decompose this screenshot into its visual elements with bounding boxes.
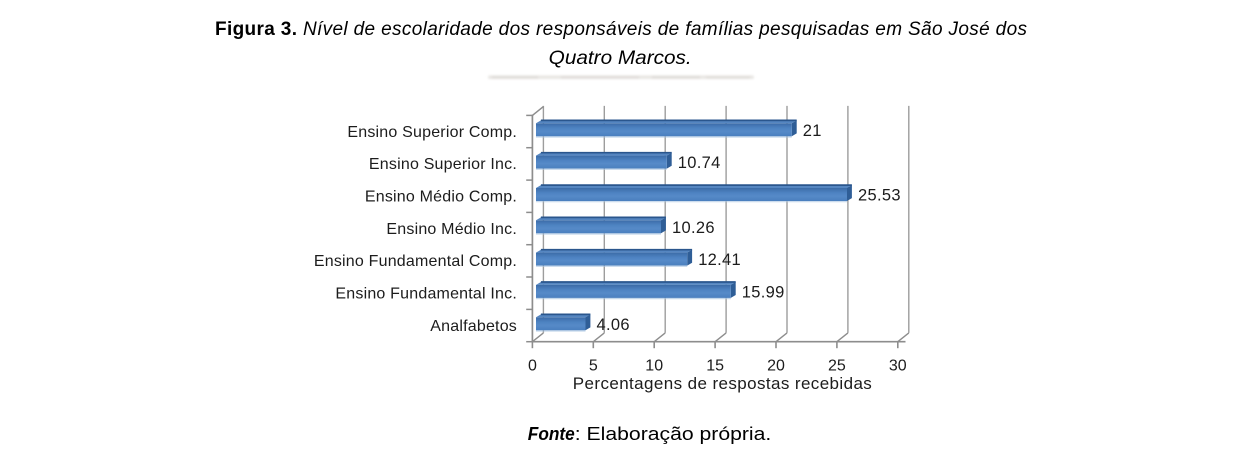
svg-text:10: 10 [645,357,663,374]
svg-text:15: 15 [706,357,724,374]
svg-text:Fonte: Elaboração própria.: Fonte: Elaboração própria. [528,424,772,444]
svg-text:Percentagens de respostas rece: Percentagens de respostas recebidas [573,374,872,393]
svg-text:15.99: 15.99 [742,284,785,302]
svg-text:25.53: 25.53 [858,187,901,205]
svg-text:0: 0 [528,357,537,374]
svg-text:5: 5 [589,357,598,374]
svg-text:20: 20 [767,357,785,374]
svg-text:12.41: 12.41 [698,251,741,269]
svg-text:Ensino Superior Inc.: Ensino Superior Inc. [369,156,517,173]
svg-text:4.06: 4.06 [597,316,630,334]
svg-text:Quatro Marcos.: Quatro Marcos. [549,48,692,69]
svg-text:Figura 3. Nível de escolaridad: Figura 3. Nível de escolaridade dos resp… [215,19,1027,40]
svg-text:Ensino Fundamental Inc.: Ensino Fundamental Inc. [335,285,517,302]
svg-text:30: 30 [889,357,907,374]
svg-text:Ensino Médio Comp.: Ensino Médio Comp. [365,189,517,206]
svg-text:10.74: 10.74 [678,154,721,172]
svg-text:Ensino Médio Inc.: Ensino Médio Inc. [386,221,517,238]
svg-text:25: 25 [828,357,846,374]
svg-text:Ensino Fundamental Comp.: Ensino Fundamental Comp. [314,253,517,270]
svg-text:21: 21 [803,122,822,140]
svg-text:10.26: 10.26 [672,219,715,237]
svg-text:Analfabetos: Analfabetos [430,318,517,335]
svg-text:Ensino Superior Comp.: Ensino Superior Comp. [347,124,517,141]
